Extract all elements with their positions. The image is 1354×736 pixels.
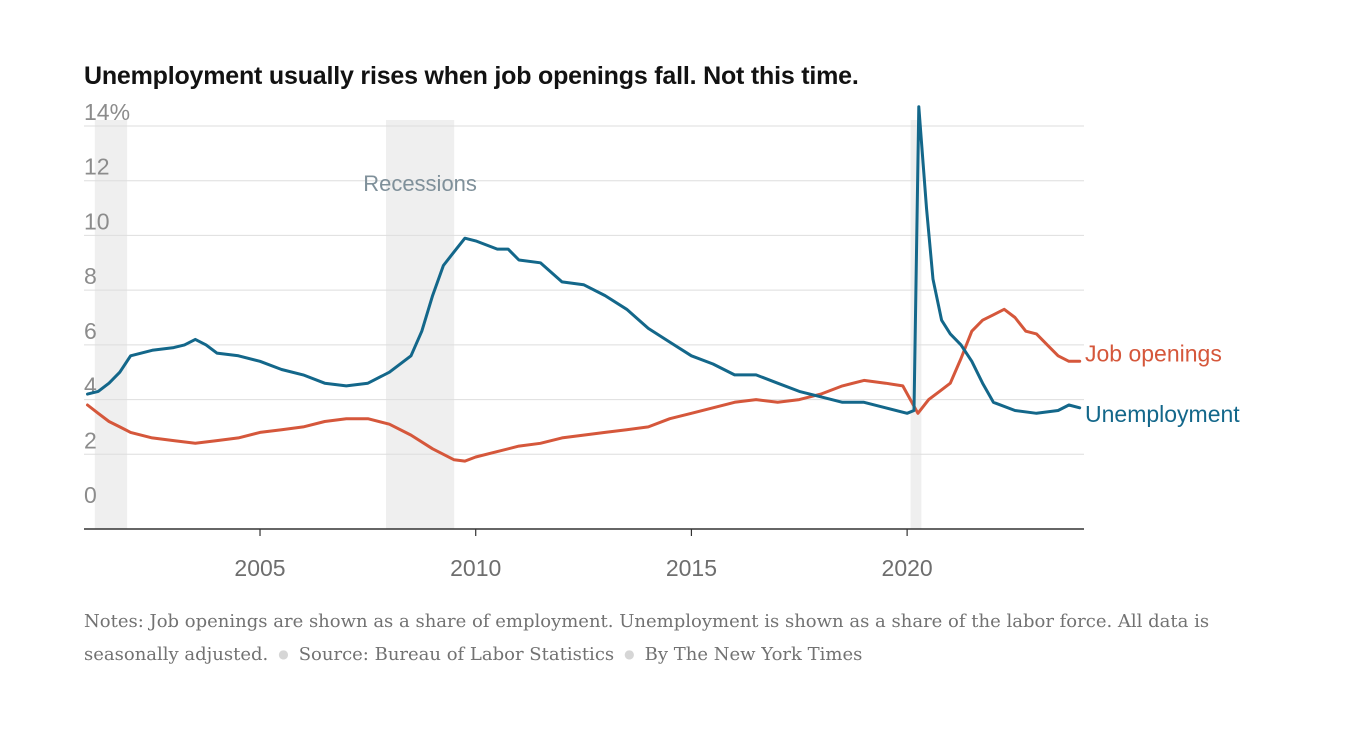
series-label: Job openings [1085,340,1222,366]
series-labels: Job openings Unemployment [1085,340,1240,427]
chart-footer: Notes: Job openings are shown as a share… [84,606,1264,671]
recessions-label: Recessions [363,171,477,196]
separator-dot: ● [624,647,635,661]
y-tick-label: 2 [84,427,97,453]
y-tick-label: 0 [84,482,97,508]
series-line [86,105,1082,415]
series-lines [86,105,1082,463]
series-line [86,307,1082,463]
chart-notes: Notes: Job openings are shown as a share… [84,611,1210,665]
y-tick-label: 14% [84,99,130,125]
x-axis-ticks: 2005 2010 2015 2020 [234,529,933,581]
series-label: Unemployment [1085,401,1240,427]
x-tick-label: 2020 [882,555,933,581]
x-tick-label: 2005 [234,555,285,581]
recession-bands [94,120,922,529]
chart-title: Unemployment usually rises when job open… [84,62,859,90]
separator-dot: ● [278,647,289,661]
chart-source: Source: Bureau of Labor Statistics [298,644,615,665]
x-tick-label: 2010 [450,555,501,581]
y-tick-label: 8 [84,263,97,289]
y-tick-label: 12 [84,154,110,180]
y-tick-label: 6 [84,318,97,344]
x-tick-label: 2015 [666,555,717,581]
chart-credit: By The New York Times [644,644,863,665]
recession-band [385,120,455,529]
y-tick-label: 10 [84,208,110,234]
recession-band [94,120,128,529]
